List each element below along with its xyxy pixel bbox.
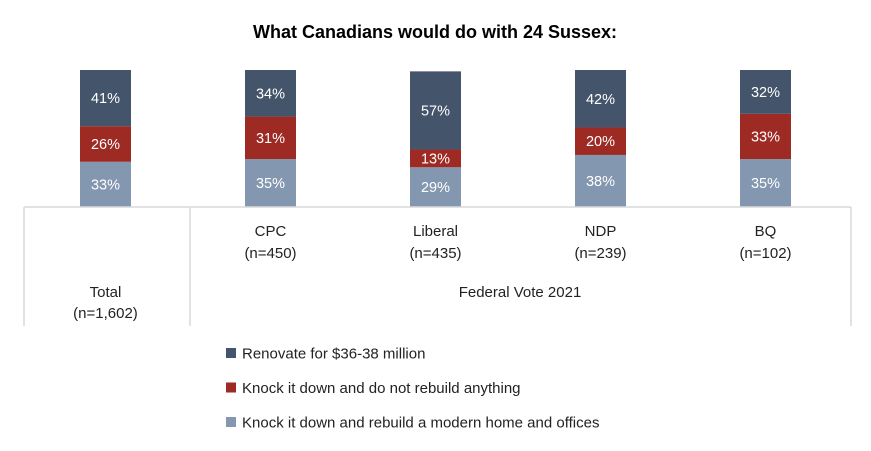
data-label: 41% [91,91,120,107]
data-label: 34% [256,86,285,102]
category-label: CPC [255,223,287,240]
bar-segment-bq-0 [740,159,791,207]
category-sample-size: (n=102) [739,245,791,262]
data-label: 31% [256,131,285,147]
legend-label: Knock it down and do not rebuild anythin… [242,380,521,397]
bar-segment-total-0 [80,161,131,207]
legend-label: Knock it down and rebuild a modern home … [242,415,599,432]
data-label: 33% [751,129,780,145]
data-label: 26% [91,137,120,153]
data-label: 32% [751,85,780,101]
bar-segment-ndp-1 [575,127,626,155]
bar-segment-liberal-2 [410,71,461,150]
data-label: 42% [586,92,615,108]
legend-label: Renovate for $36-38 million [242,346,425,363]
bar-segment-ndp-2 [575,70,626,128]
bar-segment-liberal-1 [410,149,461,168]
data-label: 38% [586,174,615,190]
data-label: 35% [256,176,285,192]
data-label: 20% [586,134,615,150]
bar-segment-cpc-1 [245,116,296,160]
bar-segment-cpc-2 [245,70,296,117]
legend-swatch [226,348,236,358]
bar-segment-total-2 [80,70,131,127]
bar-segment-cpc-0 [245,159,296,207]
data-label: 33% [91,177,120,193]
chart-title: What Canadians would do with 24 Sussex: [253,22,617,42]
category-label: Total [90,284,122,301]
category-sample-size: (n=239) [574,245,626,262]
legend-swatch [226,417,236,427]
data-label: 29% [421,180,450,196]
category-sample-size: (n=1,602) [73,305,138,322]
bar-segment-total-1 [80,126,131,162]
legend-swatch [226,382,236,393]
data-label: 35% [751,176,780,192]
data-label: 57% [421,103,450,119]
legend: Renovate for $36-38 million Knock it down… [226,346,599,432]
category-label: BQ [755,223,777,240]
bar-segment-bq-1 [740,113,791,160]
category-label: NDP [585,223,617,240]
category-label: Liberal [413,223,458,240]
group-label: Federal Vote 2021 [459,284,582,301]
category-sample-size: (n=450) [244,245,296,262]
category-sample-size: (n=435) [409,245,461,262]
bar-segment-ndp-0 [575,154,626,207]
category-table-grid [23,206,852,326]
bar-segment-bq-2 [740,70,791,114]
bar-segment-liberal-0 [410,167,461,207]
data-label: 13% [421,151,450,167]
